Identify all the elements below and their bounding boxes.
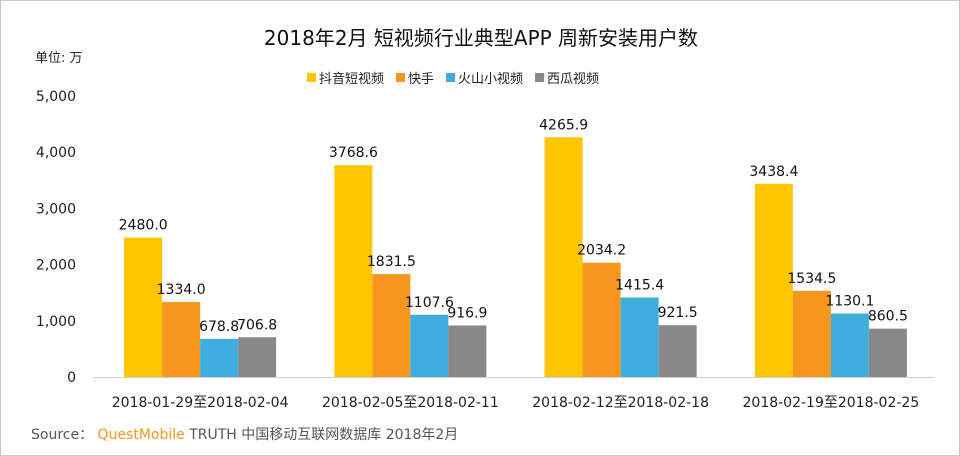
legend-label: 快手 [408,72,434,87]
legend-label: 火山小视频 [458,72,523,87]
legend-swatch [396,73,406,82]
bar [868,328,907,377]
legend-swatch [446,73,456,82]
bar [544,137,583,377]
bar [238,337,277,377]
legend: 抖音短视频 快手 火山小视频 西瓜视频 [307,71,599,87]
data-label: 1415.4 [615,277,664,293]
data-label: 1334.0 [157,282,206,298]
bar [448,325,487,377]
bar [334,165,373,377]
axes: 0 1,000 2,000 3,000 4,000 5,000 2018-01-29至201… [36,89,934,411]
bar [410,314,449,377]
data-label: 860.5 [868,309,908,325]
unit-label: 单位: 万 [35,51,83,66]
data-label: 2480.0 [119,218,168,234]
source-prefix: Source： [31,427,94,443]
data-label: 1107.6 [405,295,454,311]
x-tick-label: 2018-02-05至2018-02-11 [322,395,499,411]
data-label: 3438.4 [749,164,798,180]
data-label: 706.8 [237,317,277,333]
bar-chart: 2018年2月 短视频行业典型APP 周新安装用户数 单位: 万 抖音短视频 快手… [35,26,934,411]
legend-label: 抖音短视频 [319,71,384,87]
bar [658,325,697,377]
legend-swatch [307,73,316,82]
source-note: Source： QuestMobile TRUTH 中国移动互联网数据库 201… [31,424,458,444]
chart-title: 2018年2月 短视频行业典型APP 周新安装用户数 [264,26,698,50]
source-rest: TRUTH 中国移动互联网数据库 2018年2月 [184,427,459,443]
source-brand: QuestMobile [97,427,185,443]
data-label: 921.5 [658,305,698,321]
y-tick-label: 4,000 [36,145,76,161]
bar [830,313,869,377]
bar [754,183,793,377]
x-tick-label: 2018-02-12至2018-02-18 [532,395,709,411]
data-label: 4265.9 [539,117,588,133]
data-label: 1534.5 [787,271,836,287]
bar [620,297,659,377]
y-tick-label: 5,000 [36,89,76,105]
x-tick-label: 2018-02-19至2018-02-25 [743,395,920,411]
data-label: 916.9 [447,305,487,321]
bar [582,262,621,377]
y-tick-label: 2,000 [36,258,76,274]
y-tick-label: 3,000 [36,201,76,217]
data-label: 2034.2 [577,243,626,259]
bar [372,274,411,377]
x-tick-label: 2018-01-29至2018-02-04 [112,395,289,411]
data-label: 678.8 [199,319,239,335]
bar [124,237,163,377]
data-label: 3768.6 [329,145,378,161]
bar [200,338,239,377]
legend-label: 西瓜视频 [547,72,599,87]
bar [162,302,201,377]
legend-swatch [535,73,545,82]
bar [792,290,831,377]
data-label: 1831.5 [367,254,416,270]
y-tick-label: 0 [67,370,76,386]
y-tick-label: 1,000 [36,314,76,330]
data-label: 1130.1 [825,293,874,309]
